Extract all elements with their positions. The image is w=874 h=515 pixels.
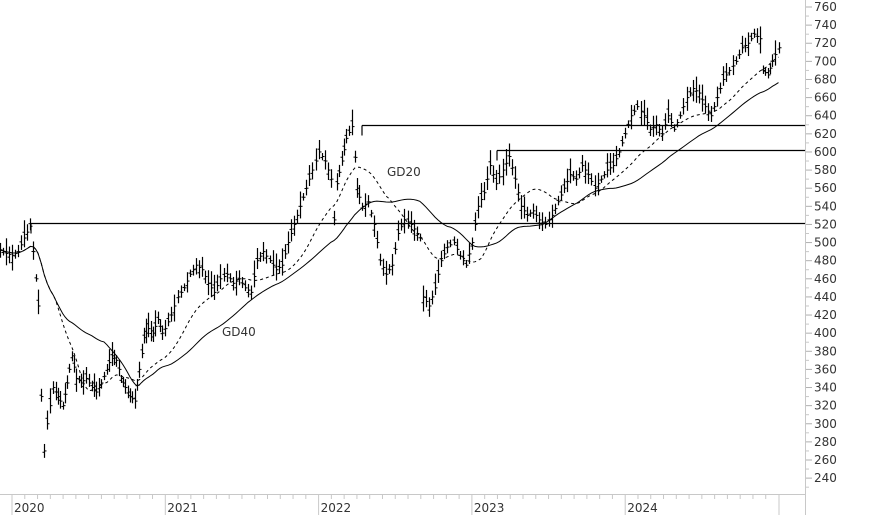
y-tick-label: 540 xyxy=(814,199,837,213)
y-tick-label: 440 xyxy=(814,290,837,304)
y-tick-label: 480 xyxy=(814,254,837,268)
y-tick-label: 520 xyxy=(814,217,837,231)
y-tick-label: 280 xyxy=(814,435,837,449)
y-tick-label: 320 xyxy=(814,399,837,413)
x-tick-label: 2023 xyxy=(474,501,505,515)
y-tick-label: 620 xyxy=(814,127,837,141)
x-axis: 2020 2021 2022 2023 2024 xyxy=(11,495,780,515)
y-tick-label: 380 xyxy=(814,344,837,358)
y-tick-label: 340 xyxy=(814,381,837,395)
horizontal-levels xyxy=(30,124,805,234)
y-tick-label: 300 xyxy=(814,417,837,431)
x-tick-label: 2021 xyxy=(167,501,198,515)
y-tick-label: 660 xyxy=(814,91,837,105)
y-axis: 760 740 720 700 680 660 640 620 600 580 560 540 520 5… xyxy=(0,0,837,515)
gd20-label: GD20 xyxy=(387,165,421,179)
x-tick-label: 2024 xyxy=(627,501,658,515)
x-tick-label: 2022 xyxy=(321,501,352,515)
y-tick-label: 560 xyxy=(814,181,837,195)
gd40-line xyxy=(0,82,779,387)
y-tick-label: 760 xyxy=(814,0,837,14)
y-tick-label: 580 xyxy=(814,163,837,177)
y-tick-label: 240 xyxy=(814,471,837,485)
x-tick-label: 2020 xyxy=(14,501,45,515)
plot-area xyxy=(0,26,782,458)
y-tick-label: 720 xyxy=(814,36,837,50)
y-tick-label: 600 xyxy=(814,145,837,159)
gd40-label: GD40 xyxy=(222,325,256,339)
y-tick-label: 460 xyxy=(814,272,837,286)
y-tick-label: 680 xyxy=(814,72,837,86)
y-tick-label: 420 xyxy=(814,308,837,322)
y-tick-label: 740 xyxy=(814,18,837,32)
y-tick-label: 360 xyxy=(814,362,837,376)
y-tick-label: 260 xyxy=(814,453,837,467)
y-tick-label: 640 xyxy=(814,109,837,123)
y-tick-label: 700 xyxy=(814,54,837,68)
y-tick-label: 500 xyxy=(814,236,837,250)
y-tick-label: 400 xyxy=(814,326,837,340)
